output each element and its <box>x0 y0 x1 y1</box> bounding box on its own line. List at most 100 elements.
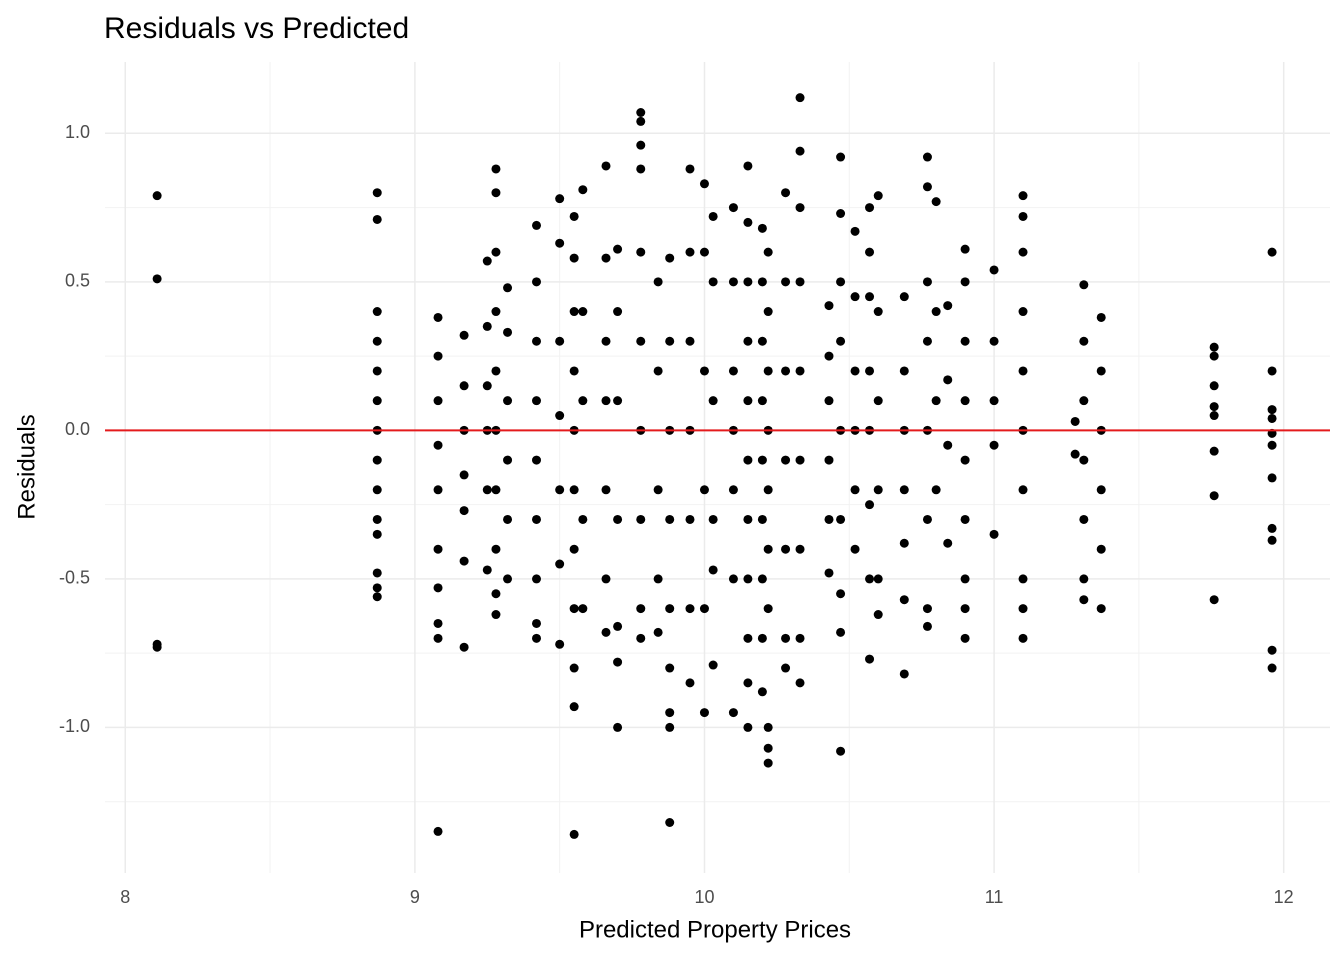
point <box>708 565 718 575</box>
point <box>743 574 753 584</box>
point <box>555 559 565 569</box>
point <box>1079 280 1089 290</box>
point <box>922 277 932 287</box>
point <box>699 179 709 189</box>
point <box>491 366 501 376</box>
point <box>1079 595 1089 605</box>
point <box>1096 312 1106 322</box>
point <box>491 307 501 317</box>
point <box>569 485 579 495</box>
point <box>1070 416 1080 426</box>
point <box>1018 633 1028 643</box>
point <box>653 485 663 495</box>
point <box>569 211 579 221</box>
point <box>931 307 941 317</box>
point <box>1079 396 1089 406</box>
point <box>1096 366 1106 376</box>
point <box>943 375 953 385</box>
point <box>601 161 611 171</box>
point <box>491 247 501 257</box>
point <box>1267 247 1277 257</box>
point <box>960 514 970 524</box>
point <box>795 678 805 688</box>
point <box>569 829 579 839</box>
point <box>372 592 382 602</box>
point <box>653 627 663 637</box>
point <box>960 277 970 287</box>
point <box>1079 336 1089 346</box>
point <box>850 544 860 554</box>
point <box>873 307 883 317</box>
point <box>653 574 663 584</box>
point <box>482 321 492 331</box>
point <box>372 514 382 524</box>
point <box>653 277 663 287</box>
chart-title: Residuals vs Predicted <box>104 12 409 45</box>
point <box>532 633 542 643</box>
point <box>824 514 834 524</box>
point <box>922 604 932 614</box>
point <box>491 544 501 554</box>
point <box>899 538 909 548</box>
point <box>1209 411 1219 421</box>
point <box>763 604 773 614</box>
point <box>708 660 718 670</box>
point <box>865 366 875 376</box>
point <box>459 470 469 480</box>
point <box>1079 455 1089 465</box>
point <box>555 238 565 248</box>
point <box>433 440 443 450</box>
point <box>960 604 970 614</box>
point <box>569 702 579 712</box>
x-tick-label: 11 <box>985 887 1004 907</box>
point <box>850 226 860 236</box>
point <box>1267 473 1277 483</box>
point <box>781 188 791 198</box>
point <box>636 116 646 126</box>
point <box>482 565 492 575</box>
point <box>922 336 932 346</box>
point <box>665 514 675 524</box>
point <box>824 568 834 578</box>
point <box>743 277 753 287</box>
point <box>503 514 513 524</box>
point <box>1079 514 1089 524</box>
point <box>743 161 753 171</box>
point <box>653 366 663 376</box>
point <box>899 595 909 605</box>
point <box>1209 491 1219 501</box>
point <box>601 485 611 495</box>
point <box>743 455 753 465</box>
point <box>781 277 791 287</box>
point <box>459 330 469 340</box>
point <box>836 627 846 637</box>
point <box>433 544 443 554</box>
point <box>433 633 443 643</box>
point <box>459 556 469 566</box>
point <box>636 247 646 257</box>
point <box>795 203 805 213</box>
point <box>482 256 492 266</box>
point <box>728 203 738 213</box>
point <box>763 758 773 768</box>
point <box>1209 446 1219 456</box>
point <box>532 514 542 524</box>
point <box>757 277 767 287</box>
point <box>873 191 883 201</box>
point <box>1018 485 1028 495</box>
point <box>1267 413 1277 423</box>
point <box>685 247 695 257</box>
point <box>743 336 753 346</box>
point <box>665 336 675 346</box>
point <box>1267 440 1277 450</box>
point <box>372 336 382 346</box>
point <box>763 743 773 753</box>
point <box>899 292 909 302</box>
point <box>931 485 941 495</box>
point <box>578 185 588 195</box>
point <box>1096 544 1106 554</box>
point <box>532 618 542 628</box>
point <box>555 411 565 421</box>
point <box>757 336 767 346</box>
point <box>1267 535 1277 545</box>
